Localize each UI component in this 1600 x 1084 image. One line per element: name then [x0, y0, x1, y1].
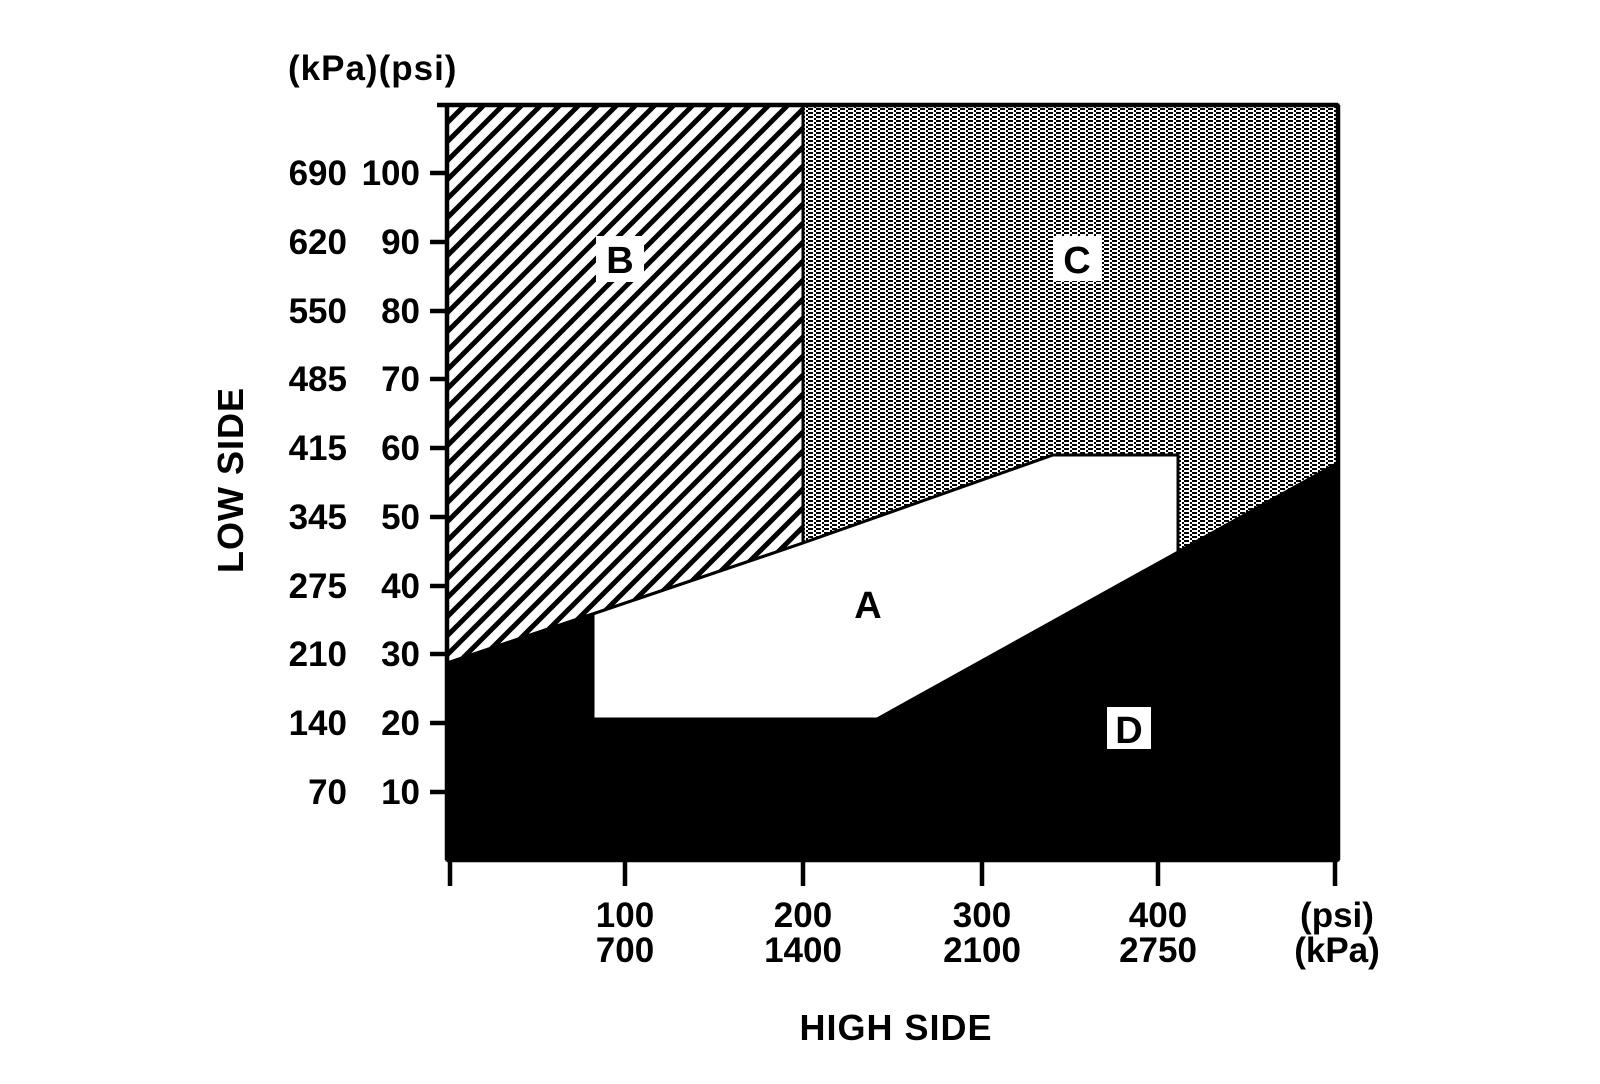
region-c-label: C — [1063, 240, 1090, 282]
y-tick-kpa-4: 415 — [289, 429, 347, 468]
x-tick-kpa-0: 700 — [596, 931, 654, 970]
y-tick-psi-7: 30 — [381, 635, 420, 674]
y-tick-kpa-5: 345 — [289, 498, 347, 537]
region-a-label: A — [854, 585, 881, 627]
y-tick-kpa-7: 210 — [289, 635, 347, 674]
region-b-label: B — [606, 240, 633, 282]
y-tick-psi-8: 20 — [381, 704, 420, 743]
x-tick-kpa-3: 2750 — [1119, 931, 1197, 970]
x-unit-psi: (psi) — [1300, 896, 1374, 935]
y-tick-kpa-3: 485 — [289, 360, 347, 399]
y-axis-title: LOW SIDE — [210, 387, 251, 573]
region-d-label-box — [1107, 707, 1151, 749]
region-b-label-box — [596, 236, 644, 282]
y-tick-psi-2: 80 — [381, 292, 420, 331]
x-axis-ticks — [447, 860, 1338, 886]
x-tick-psi-0: 100 — [596, 896, 654, 935]
x-tick-kpa-1: 1400 — [764, 931, 842, 970]
y-tick-psi-4: 60 — [381, 429, 420, 468]
y-tick-kpa-9: 70 — [308, 773, 347, 812]
region-c-label-box — [1054, 236, 1101, 281]
y-tick-kpa-2: 550 — [289, 292, 347, 331]
y-tick-kpa-1: 620 — [289, 223, 347, 262]
x-tick-psi-3: 400 — [1129, 896, 1187, 935]
y-tick-psi-3: 70 — [381, 360, 420, 399]
x-tick-psi-1: 200 — [774, 896, 832, 935]
plot-border — [437, 102, 1341, 863]
y-tick-psi-6: 40 — [381, 567, 420, 606]
region-d-label: D — [1115, 710, 1142, 752]
region-a-white — [591, 453, 1180, 721]
y-tick-psi-1: 90 — [381, 223, 420, 262]
y-tick-psi-5: 50 — [381, 498, 420, 537]
x-tick-kpa-2: 2100 — [943, 931, 1021, 970]
y-tick-psi-9: 10 — [381, 773, 420, 812]
y-tick-kpa-6: 275 — [289, 567, 347, 606]
x-unit-kpa: (kPa) — [1294, 931, 1380, 970]
y-tick-psi-0: 100 — [362, 154, 420, 193]
y-axis-ticks — [430, 170, 448, 795]
y-tick-kpa-8: 140 — [289, 704, 347, 743]
y-tick-kpa-0: 690 — [289, 154, 347, 193]
x-axis-title: HIGH SIDE — [799, 1007, 992, 1048]
x-tick-psi-2: 300 — [953, 896, 1011, 935]
corner-units-label: (kPa)(psi) — [288, 49, 457, 88]
